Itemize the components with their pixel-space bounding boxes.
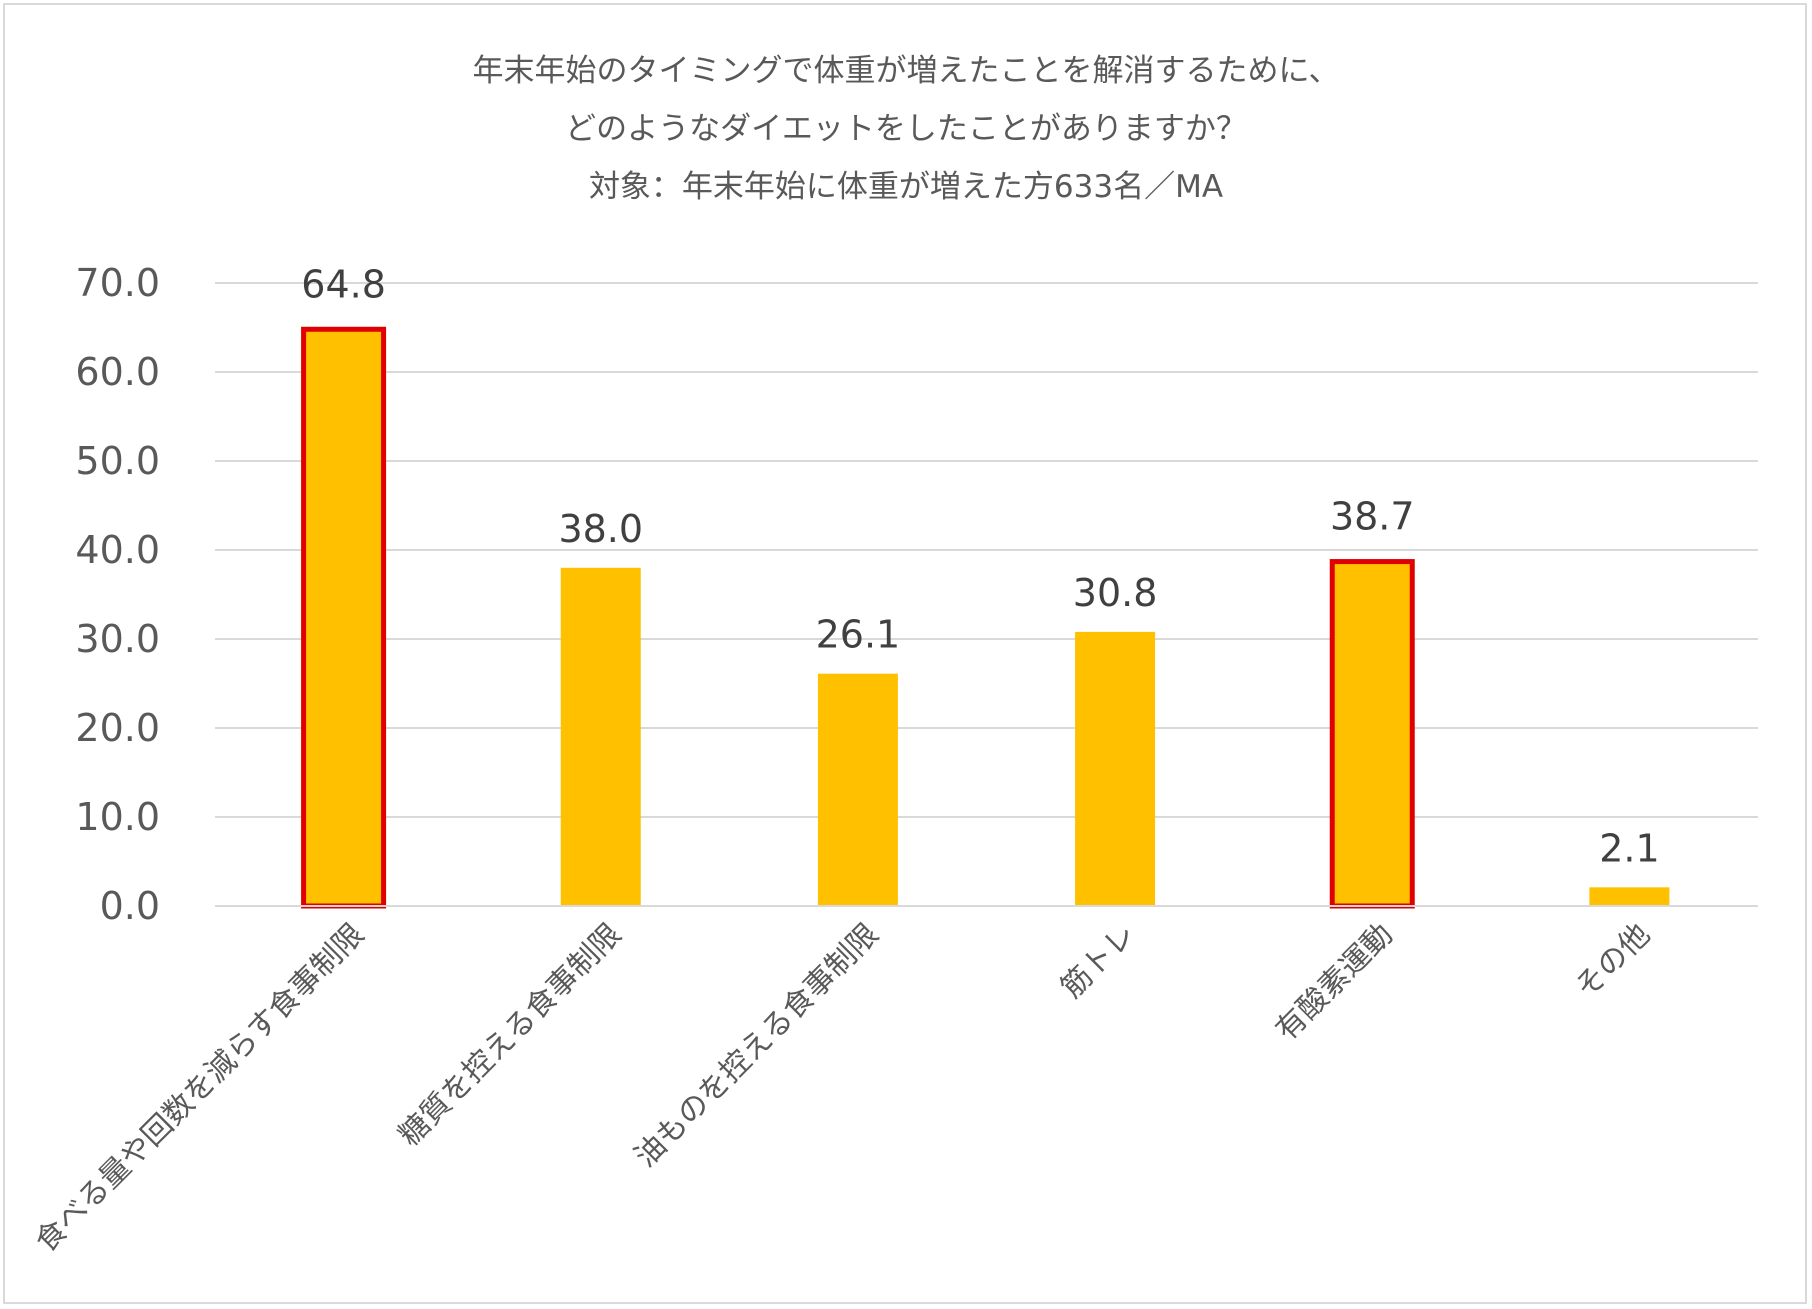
x-category-label: 食べる量や回数を減らす食事制限 (29, 917, 372, 1260)
data-label: 26.1 (816, 613, 901, 657)
bar (1589, 887, 1670, 906)
data-label: 2.1 (1599, 826, 1659, 870)
y-tick-label: 0.0 (100, 884, 160, 928)
chart-title-line-3: 対象：年末年始に体重が増えた方633名／MA (588, 169, 1224, 205)
bar (1075, 631, 1156, 906)
data-label: 38.7 (1330, 495, 1415, 539)
x-category-label: 油ものを控える食事制限 (628, 917, 885, 1174)
y-tick-label: 60.0 (75, 350, 160, 394)
y-tick-label: 70.0 (75, 261, 160, 305)
bar (560, 567, 641, 906)
y-tick-label: 20.0 (75, 706, 160, 750)
chart-title-line-1: 年末年始のタイミングで体重が増えたことを解消するために、 (472, 53, 1340, 89)
data-label: 30.8 (1073, 571, 1158, 615)
x-category-label: 有酸素運動 (1269, 917, 1400, 1048)
data-label: 38.0 (558, 507, 643, 551)
chart-title: 年末年始のタイミングで体重が増えたことを解消するために、 どのようなダイエットを… (0, 42, 1812, 216)
bar (817, 673, 898, 906)
chart-title-line-2: どのようなダイエットをしたことがありますか？ (565, 111, 1247, 147)
bar-highlighted (301, 326, 387, 909)
x-category-label: 糖質を控える食事制限 (392, 917, 628, 1153)
y-tick-label: 30.0 (75, 617, 160, 661)
x-category-label: その他 (1569, 917, 1657, 1005)
x-category-label: 筋トレ (1054, 917, 1142, 1005)
y-tick-label: 10.0 (75, 795, 160, 839)
y-tick-label: 40.0 (75, 528, 160, 572)
data-label: 64.8 (301, 262, 386, 306)
y-tick-label: 50.0 (75, 439, 160, 483)
bar-highlighted (1329, 559, 1415, 909)
